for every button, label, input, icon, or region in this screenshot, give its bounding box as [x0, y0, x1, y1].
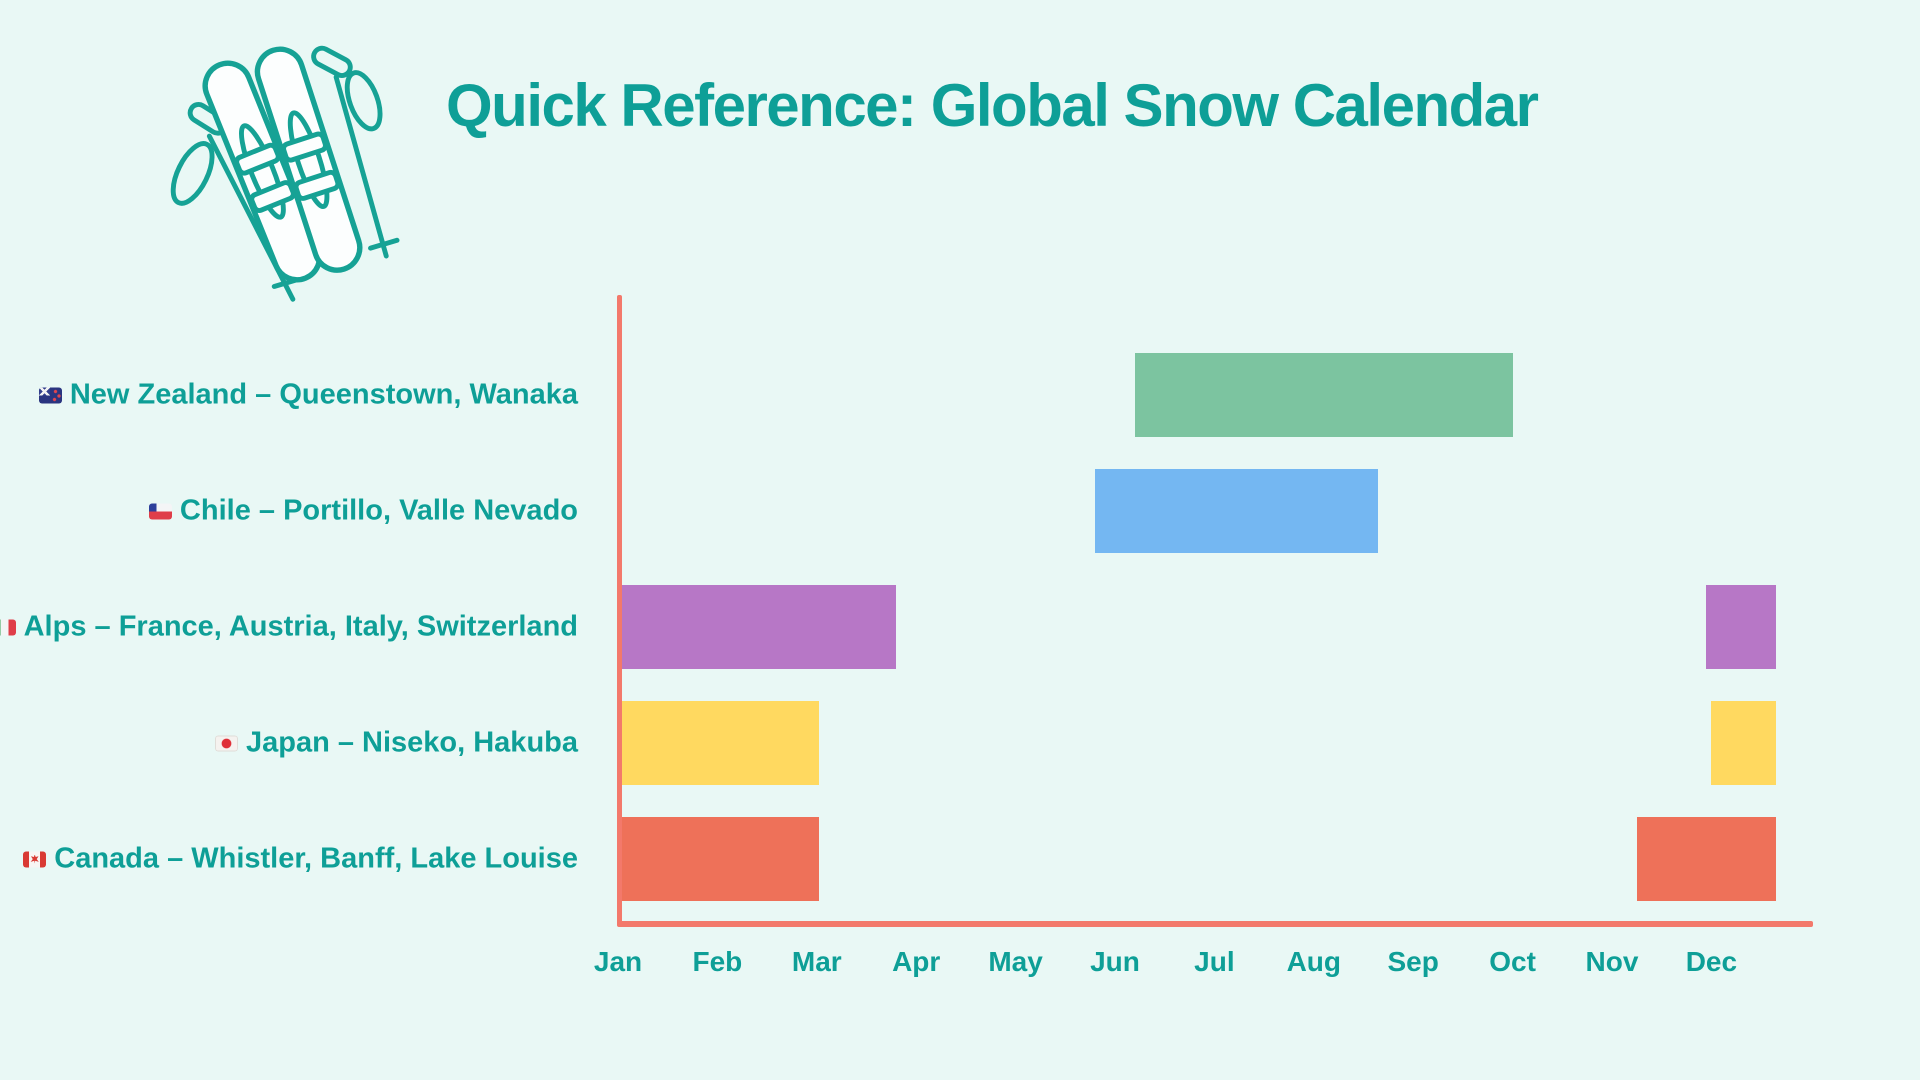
season-bar-new-zealand-1: [1134, 353, 1513, 437]
x-tick-jan: Jan: [593, 946, 643, 977]
row-label-alps: Alps – France, Austria, Italy, Switzerla…: [0, 611, 578, 644]
jp-flag-icon: [214, 735, 238, 751]
season-bar-japan-2: [1711, 701, 1776, 785]
cl-flag-icon: [148, 503, 172, 519]
row-label-text: Alps – France, Austria, Italy, Switzerla…: [23, 610, 578, 643]
x-tick-aug: Aug: [1286, 946, 1342, 977]
row-label-text: Japan – Niseko, Hakuba: [245, 726, 578, 759]
x-tick-sep: Sep: [1387, 946, 1439, 977]
ca-flag-icon: [23, 851, 47, 867]
season-bar-chile-1: [1095, 469, 1379, 553]
row-label-text: Canada – Whistler, Banff, Lake Louise: [54, 842, 578, 875]
row-label-new-zealand: New Zealand – Queenstown, Wanaka: [38, 378, 578, 412]
season-bar-alps-1: [618, 585, 897, 669]
it-flag-icon: [0, 619, 16, 635]
season-bar-canada-1: [618, 817, 819, 901]
x-tick-mar: Mar: [791, 946, 842, 977]
x-tick-apr: Apr: [892, 946, 941, 977]
row-label-text: New Zealand – Queenstown, Wanaka: [69, 378, 578, 411]
page-title: Quick Reference: Global Snow Calendar: [446, 72, 1539, 139]
row-label-canada: Canada – Whistler, Banff, Lake Louise: [23, 843, 578, 876]
skis-illustration: [170, 45, 400, 302]
x-axis-line: [617, 921, 1813, 927]
x-tick-oct: Oct: [1489, 946, 1536, 977]
season-bar-canada-2: [1636, 817, 1776, 901]
x-tick-feb: Feb: [692, 946, 743, 977]
nz-flag-icon: [38, 387, 62, 403]
x-tick-jul: Jul: [1194, 946, 1235, 977]
x-tick-jun: Jun: [1090, 946, 1140, 977]
row-label-chile: Chile – Portillo, Valle Nevado: [148, 494, 578, 528]
y-axis-line: [617, 295, 622, 926]
season-bar-alps-2: [1706, 585, 1776, 669]
season-bar-japan-1: [618, 701, 819, 785]
x-tick-dec: Dec: [1685, 946, 1738, 977]
row-label-japan: Japan – Niseko, Hakuba: [214, 726, 578, 760]
row-label-text: Chile – Portillo, Valle Nevado: [179, 494, 578, 527]
x-tick-nov: Nov: [1585, 946, 1639, 977]
x-tick-may: May: [988, 946, 1043, 977]
